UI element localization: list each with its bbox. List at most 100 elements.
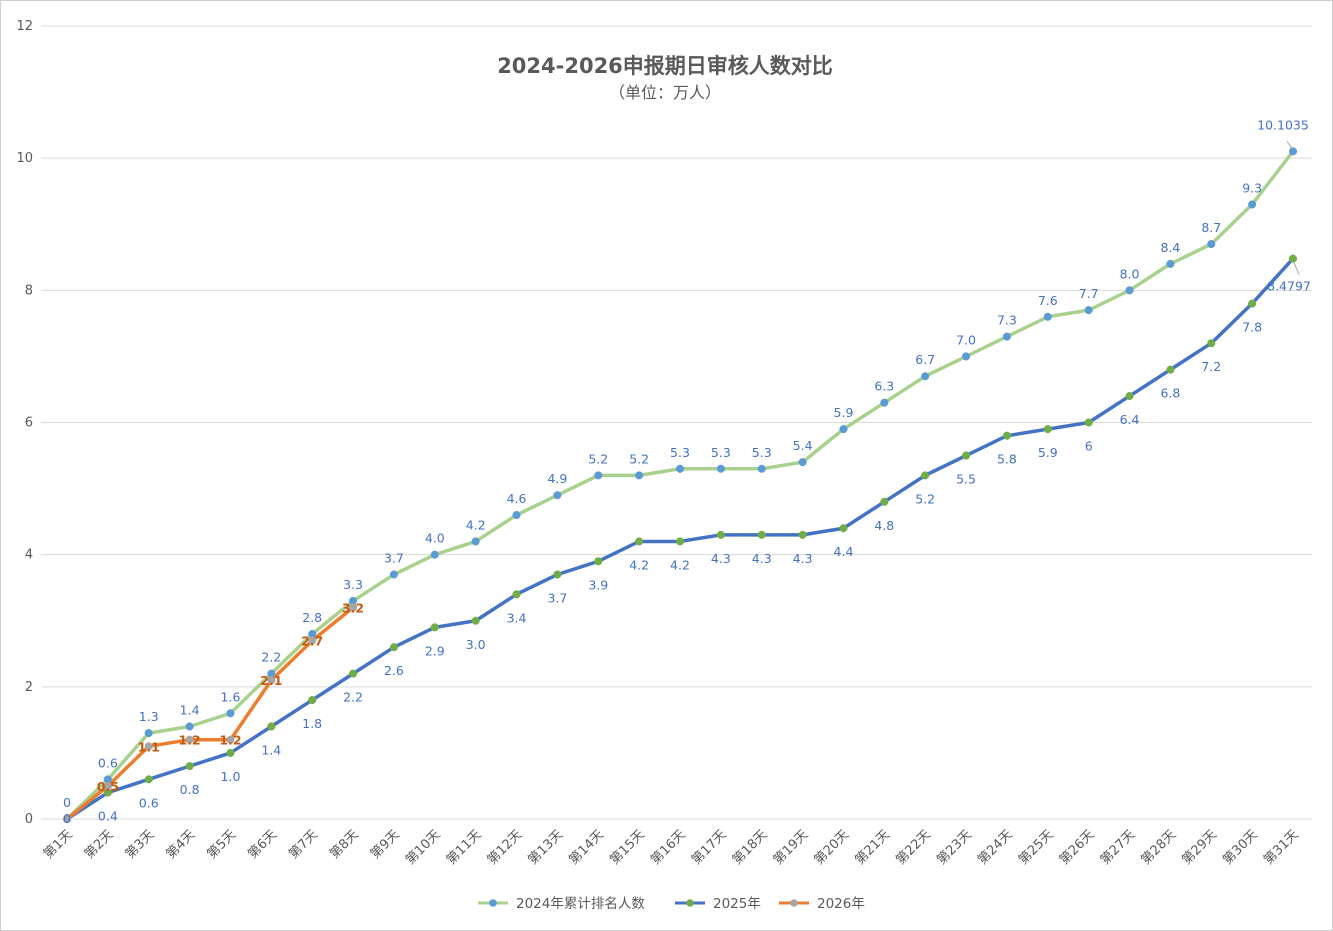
leader-line [1286, 141, 1293, 149]
data-point [389, 643, 398, 652]
data-label-2026: 3.2 [342, 601, 364, 616]
data-label-2025: 6.8 [1160, 386, 1180, 401]
data-label-2024: 0 [63, 795, 71, 810]
data-point [349, 603, 358, 612]
data-point [267, 676, 276, 685]
data-label-2024: 7.7 [1079, 286, 1099, 301]
data-point [308, 696, 317, 705]
data-point [430, 550, 439, 559]
data-label-2024: 5.3 [670, 445, 690, 460]
data-point [1166, 365, 1175, 374]
series-lines [62, 147, 1298, 824]
data-label-2024: 7.3 [997, 313, 1017, 328]
data-point [1248, 200, 1257, 209]
data-label-2025: 6.4 [1120, 412, 1140, 427]
data-point [880, 497, 889, 506]
x-tick-label: 第4天 [164, 827, 199, 862]
series-line-2 [65, 605, 355, 821]
data-label-2025: 8.4797 [1267, 279, 1311, 294]
data-label-2024: 2.2 [261, 650, 281, 665]
data-label-2025: 5.2 [915, 491, 935, 506]
data-point [1248, 299, 1257, 308]
data-point [1166, 259, 1175, 268]
data-point [962, 451, 971, 460]
data-point [144, 775, 153, 784]
data-label-2025: 0 [63, 811, 71, 826]
data-point [962, 352, 971, 361]
y-tick-label: 8 [25, 283, 33, 298]
x-tick-label: 第24天 [975, 827, 1016, 868]
data-label-2024: 0.6 [98, 755, 118, 770]
data-point [839, 425, 848, 434]
data-point [144, 729, 153, 738]
data-label-2026: 1.1 [138, 739, 160, 754]
chart-title: 2024-2026申报期日审核人数对比 [497, 54, 833, 78]
data-label-2025: 4.4 [834, 544, 854, 559]
data-point [1125, 392, 1134, 401]
data-label-2025: 2.6 [384, 663, 404, 678]
data-label-2025: 4.3 [711, 551, 731, 566]
x-tick-label: 第9天 [368, 827, 403, 862]
x-tick-label: 第20天 [812, 827, 853, 868]
data-label-2025: 7.8 [1242, 320, 1262, 335]
data-point [1084, 306, 1093, 315]
x-tick-label: 第29天 [1179, 827, 1220, 868]
data-label-2025: 6 [1085, 439, 1093, 454]
legend-label-0: 2024年累计排名人数 [516, 896, 645, 912]
data-point [594, 471, 603, 480]
data-point [185, 735, 194, 744]
data-point [1125, 286, 1134, 295]
data-label-2024: 9.3 [1242, 180, 1262, 195]
data-point [1207, 240, 1216, 249]
x-tick-label: 第7天 [286, 827, 321, 862]
data-label-2026: 2.1 [260, 673, 282, 688]
series-line-0 [65, 149, 1295, 821]
x-tick-label: 第30天 [1220, 827, 1261, 868]
legend-marker-2 [790, 899, 798, 907]
data-label-2024: 10.1035 [1257, 117, 1309, 132]
x-tick-label: 第27天 [1098, 827, 1139, 868]
data-label-2025: 1.4 [261, 742, 281, 757]
data-point [62, 814, 72, 824]
data-label-2024: 5.9 [834, 405, 854, 420]
data-label-2026: 0.5 [97, 779, 119, 794]
legend: 2024年累计排名人数 2025年 2026年 [478, 896, 865, 912]
data-label-2026: 1.2 [179, 733, 201, 748]
data-label-2024: 1.4 [180, 702, 200, 717]
data-point [471, 537, 480, 546]
data-label-2025: 5.8 [997, 452, 1017, 467]
chart-subtitle: （单位：万人） [609, 83, 721, 102]
data-point [594, 557, 603, 566]
x-tick-label: 第13天 [526, 827, 567, 868]
data-point [1207, 339, 1216, 348]
data-point [185, 722, 194, 731]
data-label-2025: 2.2 [343, 690, 363, 705]
data-label-2024: 5.2 [629, 451, 649, 466]
data-point [675, 464, 685, 473]
data-label-2025: 0.4 [98, 809, 118, 824]
data-point [430, 623, 439, 632]
data-point [1084, 418, 1093, 427]
data-point [1043, 425, 1052, 434]
x-tick-label: 第31天 [1261, 827, 1302, 868]
data-label-2025: 0.8 [180, 782, 200, 797]
legend-marker-0 [489, 899, 497, 907]
x-tick-label: 第14天 [566, 827, 607, 868]
data-label-2026: 2.7 [301, 634, 323, 649]
data-label-2024: 2.8 [302, 610, 322, 625]
x-tick-label: 第26天 [1057, 827, 1098, 868]
legend-label-1: 2025年 [713, 896, 761, 912]
data-point [635, 537, 644, 546]
data-point [226, 735, 235, 744]
x-tick-label: 第25天 [1016, 827, 1057, 868]
data-point [471, 616, 480, 625]
x-tick-label: 第1天 [41, 827, 76, 862]
data-label-2024: 4.2 [466, 517, 486, 532]
data-label-2024: 7.0 [956, 332, 976, 347]
legend-marker-1 [686, 899, 694, 907]
x-tick-label: 第3天 [123, 827, 158, 862]
x-tick-label: 第19天 [771, 827, 812, 868]
data-point [921, 471, 930, 480]
